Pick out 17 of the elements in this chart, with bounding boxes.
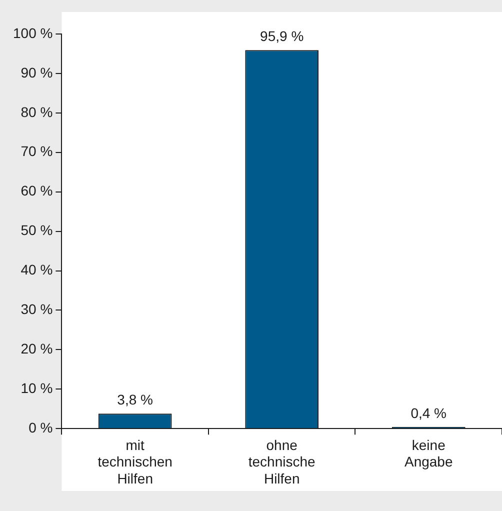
y-tick-label: 90 %: [20, 64, 53, 80]
x-tick-label: keine Angabe: [404, 436, 453, 470]
y-tick-label: 70 %: [20, 143, 53, 160]
y-tick-label: 80 %: [20, 104, 53, 120]
x-tick-label: ohne technische Hilfen: [248, 436, 316, 486]
y-tick-label: 40 %: [20, 262, 53, 278]
y-tick-label: 100 %: [12, 24, 53, 41]
y-tick-label: 30 %: [20, 301, 53, 318]
y-tick-label: 0 %: [28, 419, 53, 436]
y-tick-label: 10 %: [20, 380, 53, 396]
data-label: 0,4 %: [410, 404, 447, 421]
y-tick-label: 50 %: [20, 222, 53, 238]
y-tick-label: 60 %: [20, 182, 53, 199]
data-label: 3,8 %: [117, 391, 153, 408]
data-label: 95,9 %: [260, 28, 304, 44]
x-tick-label: mit technischen Hilfen: [98, 436, 172, 486]
y-tick-label: 20 %: [20, 340, 53, 357]
